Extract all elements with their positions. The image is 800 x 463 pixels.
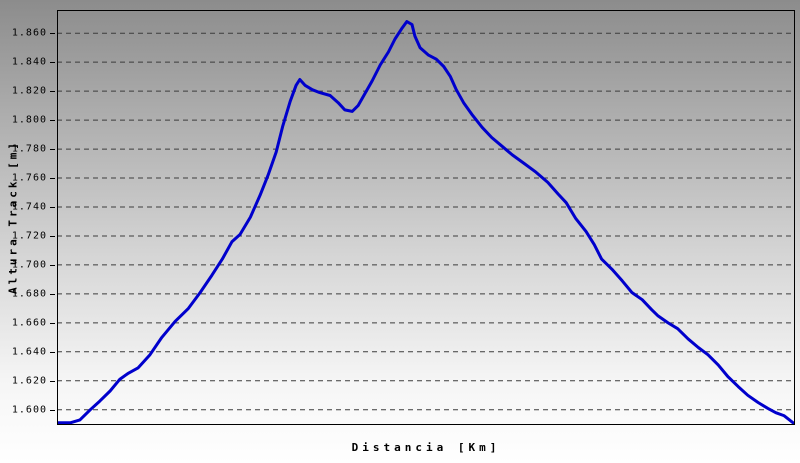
y-tick-mark <box>50 293 55 295</box>
plot-svg <box>57 10 795 425</box>
y-tick-labels: 1.600 1.620 1.640 1.660 1.680 1.700 1.720 1.740… <box>0 0 56 463</box>
y-tick-label: 1.760 <box>11 172 47 184</box>
y-tick-mark <box>50 33 55 35</box>
y-tick-mark <box>50 120 55 122</box>
y-tick-mark <box>50 409 55 411</box>
y-tick-label: 1.600 <box>11 404 47 416</box>
y-tick-mark <box>50 91 55 93</box>
y-tick-label: 1.620 <box>11 375 47 387</box>
y-tick-label: 1.820 <box>11 85 47 97</box>
y-tick-label: 1.840 <box>11 56 47 68</box>
y-tick-mark <box>50 235 55 237</box>
y-tick-mark <box>50 380 55 382</box>
y-tick-mark <box>50 351 55 353</box>
y-tick-mark <box>50 178 55 180</box>
y-tick-label: 1.720 <box>11 230 47 242</box>
y-tick-label: 1.740 <box>11 201 47 213</box>
x-axis-title: Distancia [Km] <box>351 441 501 454</box>
y-tick-label: 1.640 <box>11 346 47 358</box>
plot-area <box>57 10 795 425</box>
y-tick-mark <box>50 322 55 324</box>
y-tick-label: 1.700 <box>11 259 47 271</box>
y-tick-label: 1.680 <box>11 288 47 300</box>
y-tick-mark <box>50 62 55 64</box>
y-tick-mark <box>50 206 55 208</box>
y-tick-label: 1.660 <box>11 317 47 329</box>
y-tick-label: 1.780 <box>11 143 47 155</box>
y-tick-label: 1.800 <box>11 114 47 126</box>
y-tick-label: 1.860 <box>11 27 47 39</box>
y-tick-mark <box>50 264 55 266</box>
y-tick-mark <box>50 149 55 151</box>
